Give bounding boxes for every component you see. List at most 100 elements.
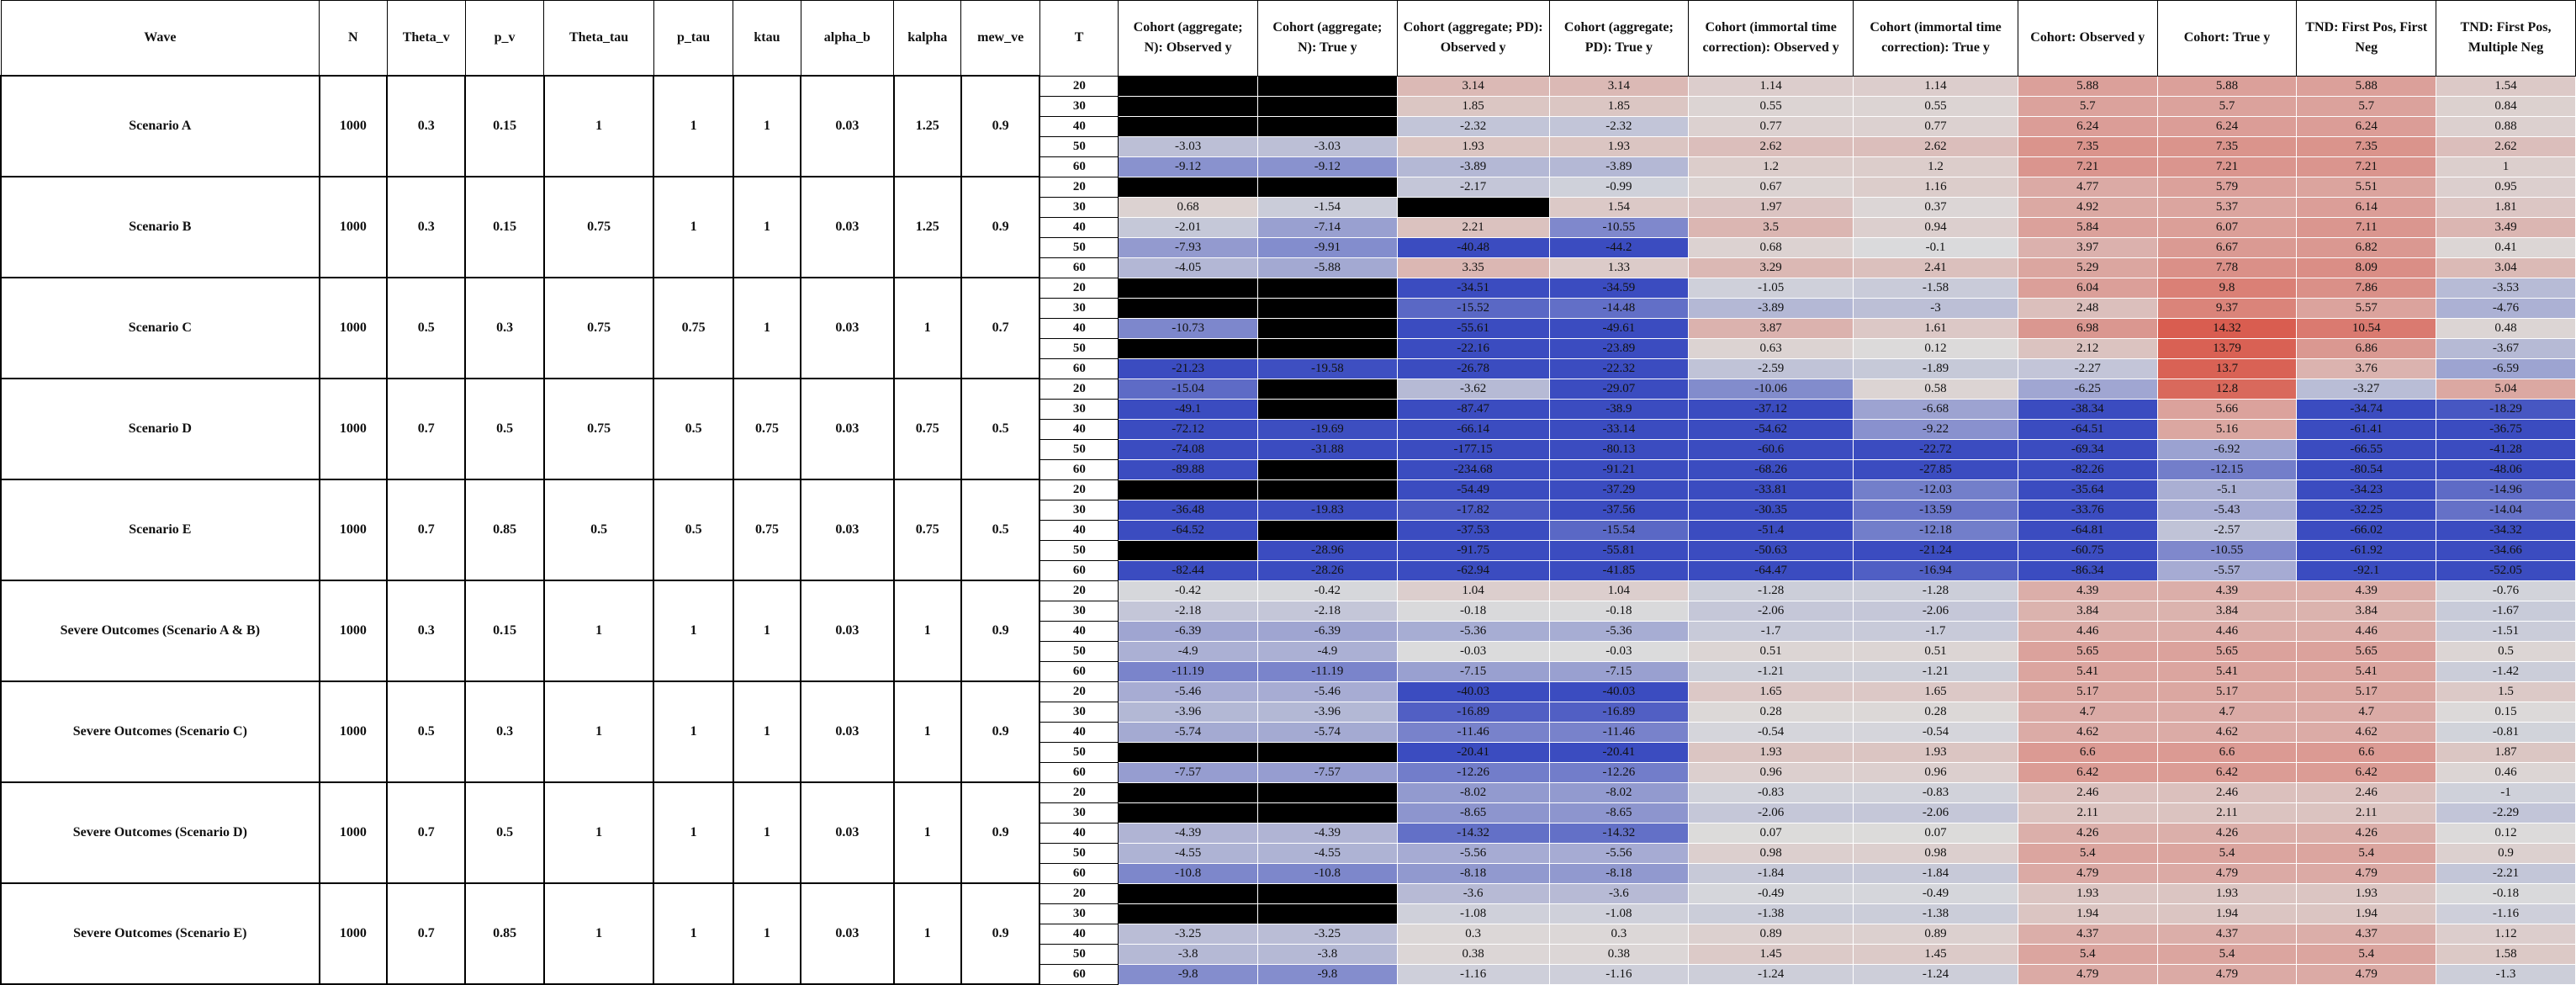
- value-cell: -22.16: [1396, 337, 1550, 359]
- value-cell: -9.12: [1256, 156, 1398, 177]
- column-header: alpha_b: [800, 0, 895, 77]
- table-body: Scenario A 1000 0.3 0.15 1 1 1 0.03 1.25 0.9 20 3.1…: [0, 75, 2576, 985]
- table-row: 30 1.85 1.85 0.55 0.55 5.7 5.7 5.7 0.84: [1, 95, 2576, 117]
- table-row: 30 -8.65 -8.65 -2.06 -2.06 2.11 2.11 2.11 -2.29: [1, 802, 2576, 823]
- value-cell: -2.29: [2436, 802, 2576, 823]
- value-cell: -1.38: [1688, 903, 1854, 924]
- value-cell: -2.32: [1396, 115, 1550, 137]
- value-cell: 2.41: [1853, 257, 2018, 278]
- value-cell: -41.28: [2436, 438, 2576, 460]
- value-cell: 0.96: [1688, 761, 1854, 783]
- value-cell: -2.06: [1853, 600, 2018, 622]
- value-cell: -10.8: [1256, 862, 1398, 884]
- value-cell: -91.21: [1548, 458, 1690, 480]
- value-cell: 9.37: [2156, 297, 2298, 319]
- value-cell: 5.88: [2017, 75, 2158, 97]
- value-cell: -12.18: [1853, 519, 2018, 541]
- value-cell: 3.14: [1548, 75, 1690, 97]
- t-cell: 30: [1039, 701, 1119, 723]
- value-cell: -86.34: [2017, 559, 2158, 581]
- parameter-cell: 0.9: [960, 75, 1041, 177]
- parameter-cell: 0.75: [542, 277, 655, 379]
- t-cell: 20: [1039, 75, 1119, 97]
- value-cell: -8.02: [1548, 781, 1690, 803]
- value-cell: -37.12: [1688, 398, 1854, 420]
- value-cell: 5.4: [2017, 842, 2158, 864]
- value-cell: 4.46: [2017, 620, 2158, 642]
- value-cell: -3.03: [1118, 135, 1258, 157]
- value-cell: -60.75: [2017, 539, 2158, 561]
- parameter-cell: 0.03: [800, 680, 895, 783]
- value-cell: -11.19: [1118, 660, 1258, 682]
- value-cell: 0.3: [1396, 923, 1550, 945]
- value-cell: -12.26: [1548, 761, 1690, 783]
- parameter-cell: 0.3: [385, 75, 467, 177]
- value-cell: 0.88: [2436, 115, 2576, 137]
- value-cell: 6.6: [2156, 741, 2298, 763]
- value-cell: -55.61: [1396, 317, 1550, 339]
- value-cell: 4.39: [2296, 580, 2437, 601]
- value-cell: -40.03: [1396, 680, 1550, 702]
- value-cell: 5.29: [2017, 257, 2158, 278]
- value-cell: 0.67: [1688, 176, 1854, 198]
- table-row: 50 -4.55 -4.55 -5.56 -5.56 0.98 0.98 5.4 5.4 5.4 0…: [1, 842, 2576, 864]
- value-cell: -22.32: [1548, 357, 1690, 379]
- value-cell: -1.05: [1688, 277, 1854, 299]
- value-cell: 1.93: [1688, 741, 1854, 763]
- value-cell: 2.62: [2436, 135, 2576, 157]
- value-cell: -61.41: [2296, 418, 2437, 440]
- missing-value-cell: [1256, 519, 1398, 541]
- value-cell: -16.94: [1853, 559, 2018, 581]
- parameter-cell: 1: [732, 176, 802, 278]
- parameter-cell: 0.03: [800, 277, 895, 379]
- t-cell: 40: [1039, 317, 1119, 339]
- value-cell: 6.42: [2156, 761, 2298, 783]
- value-cell: -5.36: [1396, 620, 1550, 642]
- table-row: 40 -64.52 -37.53 -15.54 -51.4 -12.18 -64.81 -2.…: [1, 519, 2576, 541]
- missing-value-cell: [1256, 741, 1398, 763]
- value-cell: 7.35: [2156, 135, 2298, 157]
- value-cell: 5.16: [2156, 418, 2298, 440]
- value-cell: 0.9: [2436, 842, 2576, 864]
- value-cell: 0.41: [2436, 236, 2576, 258]
- value-cell: 1.94: [2296, 903, 2437, 924]
- parameter-cell: 0.5: [653, 479, 734, 581]
- value-cell: 5.17: [2017, 680, 2158, 702]
- value-cell: 3.76: [2296, 357, 2437, 379]
- value-cell: -14.48: [1548, 297, 1690, 319]
- value-cell: 1.97: [1688, 196, 1854, 218]
- value-cell: 3.87: [1688, 317, 1854, 339]
- missing-value-cell: [1118, 337, 1258, 359]
- value-cell: -1.89: [1853, 357, 2018, 379]
- parameter-cell: 0.03: [800, 580, 895, 682]
- value-cell: -82.26: [2017, 458, 2158, 480]
- missing-value-cell: [1118, 802, 1258, 823]
- value-cell: 5.79: [2156, 176, 2298, 198]
- parameter-cell: 1: [653, 176, 734, 278]
- t-cell: 60: [1039, 862, 1119, 884]
- table-row: 50 -7.93 -9.91 -40.48 -44.2 0.68 -0.1 3.97 6.67 6…: [1, 236, 2576, 258]
- value-cell: 6.24: [2017, 115, 2158, 137]
- value-cell: -234.68: [1396, 458, 1550, 480]
- value-cell: -15.52: [1396, 297, 1550, 319]
- value-cell: -72.12: [1118, 418, 1258, 440]
- value-cell: -34.66: [2436, 539, 2576, 561]
- column-header: p_v: [464, 0, 545, 77]
- parameter-cell: 0.9: [960, 680, 1041, 783]
- table-row: Severe Outcomes (Scenario E) 1000 0.7 0.85 1…: [0, 882, 2576, 985]
- missing-value-cell: [1256, 317, 1398, 339]
- parameter-cell: 0.85: [464, 882, 545, 985]
- value-cell: 7.35: [2017, 135, 2158, 157]
- table-row: 40 -3.25 -3.25 0.3 0.3 0.89 0.89 4.37 4.37 4.37 1.…: [1, 923, 2576, 945]
- table-row: Severe Outcomes (Scenario C) 1000 0.5 0.3 1 1…: [0, 680, 2576, 783]
- value-cell: 0.63: [1688, 337, 1854, 359]
- value-cell: -2.06: [1688, 600, 1854, 622]
- parameter-cell: 0.7: [960, 277, 1041, 379]
- value-cell: -2.01: [1118, 216, 1258, 238]
- value-cell: -8.02: [1396, 781, 1550, 803]
- value-cell: -5.88: [1256, 257, 1398, 278]
- value-cell: -13.59: [1853, 499, 2018, 521]
- value-cell: 7.21: [2296, 156, 2437, 177]
- value-cell: -21.23: [1118, 357, 1258, 379]
